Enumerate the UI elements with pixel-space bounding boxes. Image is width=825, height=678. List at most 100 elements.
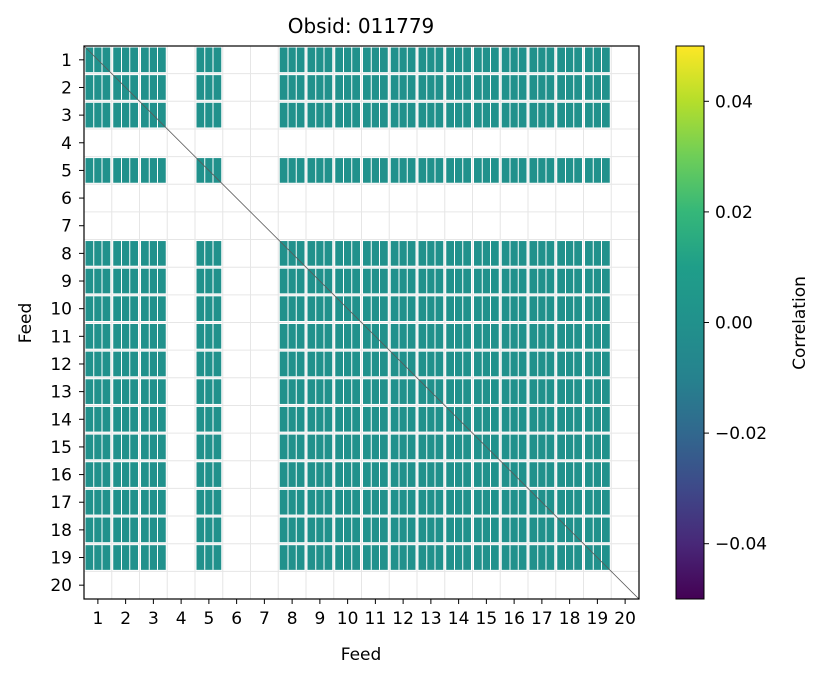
heatmap-cell [418, 241, 444, 266]
heatmap-cell [196, 379, 222, 404]
heatmap-cell [529, 379, 555, 404]
heatmap-cell [418, 545, 444, 570]
colorbar-tick-label: 0.04 [715, 92, 753, 112]
heatmap-cell [529, 406, 555, 432]
heatmap-cell [474, 47, 499, 73]
heatmap-cell [196, 268, 222, 294]
heatmap-cell [363, 489, 388, 515]
heatmap-cell [113, 296, 138, 321]
heatmap-cell [390, 296, 416, 321]
heatmap-cell [307, 102, 333, 128]
heatmap-cell [501, 158, 527, 183]
heatmap-cell [418, 102, 444, 128]
heatmap-cell [335, 406, 360, 432]
x-tick-label: 10 [337, 609, 359, 629]
heatmap-cell [446, 47, 471, 73]
heatmap-cell [85, 517, 111, 543]
heatmap-cell [279, 406, 305, 432]
heatmap-cell [557, 158, 582, 183]
heatmap-cell [113, 268, 138, 294]
heatmap-cell [335, 379, 360, 404]
heatmap-cell [529, 75, 555, 100]
heatmap-cell [418, 351, 444, 377]
heatmap-cell [363, 545, 388, 570]
y-tick-label: 19 [50, 549, 72, 569]
heatmap-frame [83, 45, 640, 600]
y-tick-label: 13 [50, 383, 72, 403]
heatmap-cell [279, 47, 305, 73]
heatmap-cell [113, 241, 138, 266]
heatmap-cell [307, 324, 333, 349]
heatmap-cell [557, 296, 582, 321]
heatmap-cell [501, 489, 527, 515]
heatmap-cell [585, 268, 610, 294]
heatmap-cell [585, 462, 610, 487]
heatmap-cell [418, 296, 444, 321]
heatmap-cell [390, 158, 416, 183]
heatmap-cell [446, 517, 471, 543]
heatmap-cell [363, 296, 388, 321]
heatmap-cell [446, 268, 471, 294]
x-tick-label: 8 [287, 609, 298, 629]
heatmap-cell [557, 379, 582, 404]
heatmap-cell [529, 351, 555, 377]
y-tick-label: 10 [50, 300, 72, 320]
y-tick-label: 14 [50, 410, 72, 430]
heatmap-cell [501, 517, 527, 543]
heatmap-cell [585, 489, 610, 515]
heatmap-cell [85, 379, 111, 404]
y-tick-label: 8 [61, 244, 72, 264]
heatmap-cell [141, 47, 166, 73]
heatmap-cell [446, 545, 471, 570]
heatmap-cell [335, 47, 360, 73]
heatmap-cell [501, 324, 527, 349]
heatmap-cell [557, 324, 582, 349]
heatmap-cell [141, 462, 166, 487]
heatmap-cell [279, 434, 305, 460]
y-tick-label: 4 [61, 134, 72, 154]
x-tick-label: 20 [614, 609, 636, 629]
diagonal-line [83, 45, 640, 600]
heatmap-cell [585, 296, 610, 321]
colorbar-tick-label: 0.00 [715, 314, 753, 334]
heatmap-cell [279, 489, 305, 515]
heatmap-cell [446, 489, 471, 515]
heatmap-cell [113, 351, 138, 377]
heatmap-cell [363, 462, 388, 487]
heatmap-cell [279, 379, 305, 404]
heatmap-cell [85, 102, 111, 128]
heatmap-cell [113, 489, 138, 515]
heatmap-cell [335, 489, 360, 515]
x-axis-label: Feed [341, 645, 382, 665]
heatmap-cell [474, 268, 499, 294]
x-tick-label: 14 [448, 609, 470, 629]
heatmap-cell [335, 102, 360, 128]
heatmap-cell [446, 434, 471, 460]
heatmap-cell [196, 296, 222, 321]
heatmap-cell [557, 351, 582, 377]
heatmap-cell [279, 324, 305, 349]
heatmap-cell [279, 351, 305, 377]
heatmap-cell [113, 47, 138, 73]
heatmap-cell [446, 241, 471, 266]
heatmap-cell [418, 517, 444, 543]
heatmap-cell [85, 351, 111, 377]
heatmap-cell [196, 545, 222, 570]
heatmap-cell [196, 75, 222, 100]
heatmap-cell [141, 75, 166, 100]
heatmap-cell [418, 75, 444, 100]
heatmap-cell [501, 75, 527, 100]
heatmap-cell [113, 158, 138, 183]
x-tick-label: 3 [148, 609, 159, 629]
heatmap-cell [196, 47, 222, 73]
heatmap-cell [557, 75, 582, 100]
heatmap-cell [529, 462, 555, 487]
heatmap-cell [141, 158, 166, 183]
heatmap-cell [85, 489, 111, 515]
y-tick-label: 3 [61, 106, 72, 126]
heatmap-cell [390, 102, 416, 128]
heatmap-cell [307, 434, 333, 460]
heatmap-cell [418, 489, 444, 515]
heatmap-cell [141, 406, 166, 432]
heatmap-cell [141, 489, 166, 515]
